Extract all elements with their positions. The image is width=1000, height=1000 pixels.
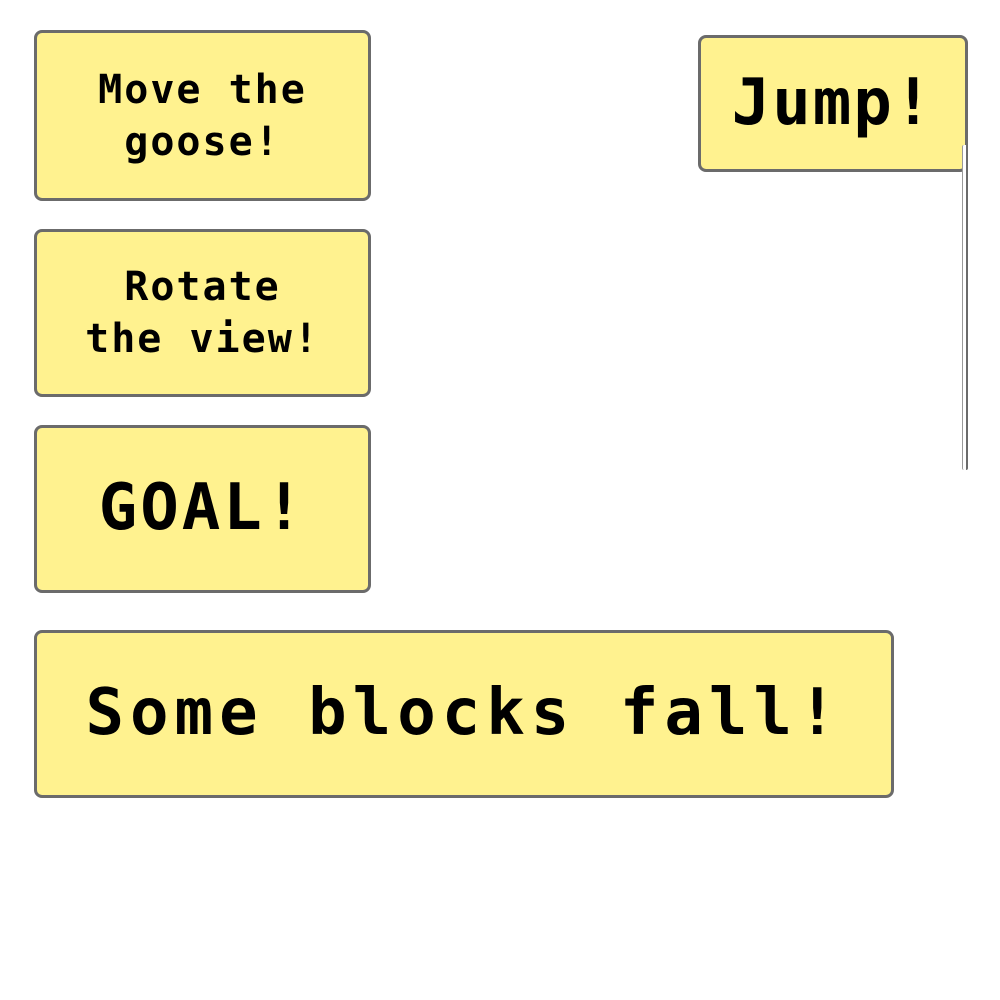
rotate-view-sign: Rotate the view! (34, 229, 371, 397)
move-goose-sign: Move the goose! (34, 30, 371, 201)
goal-sign: GOAL! (34, 425, 371, 593)
vertical-scrollbar[interactable] (962, 145, 968, 470)
blocks-fall-sign: Some blocks fall! (34, 630, 894, 798)
jump-sign: Jump! (698, 35, 968, 172)
